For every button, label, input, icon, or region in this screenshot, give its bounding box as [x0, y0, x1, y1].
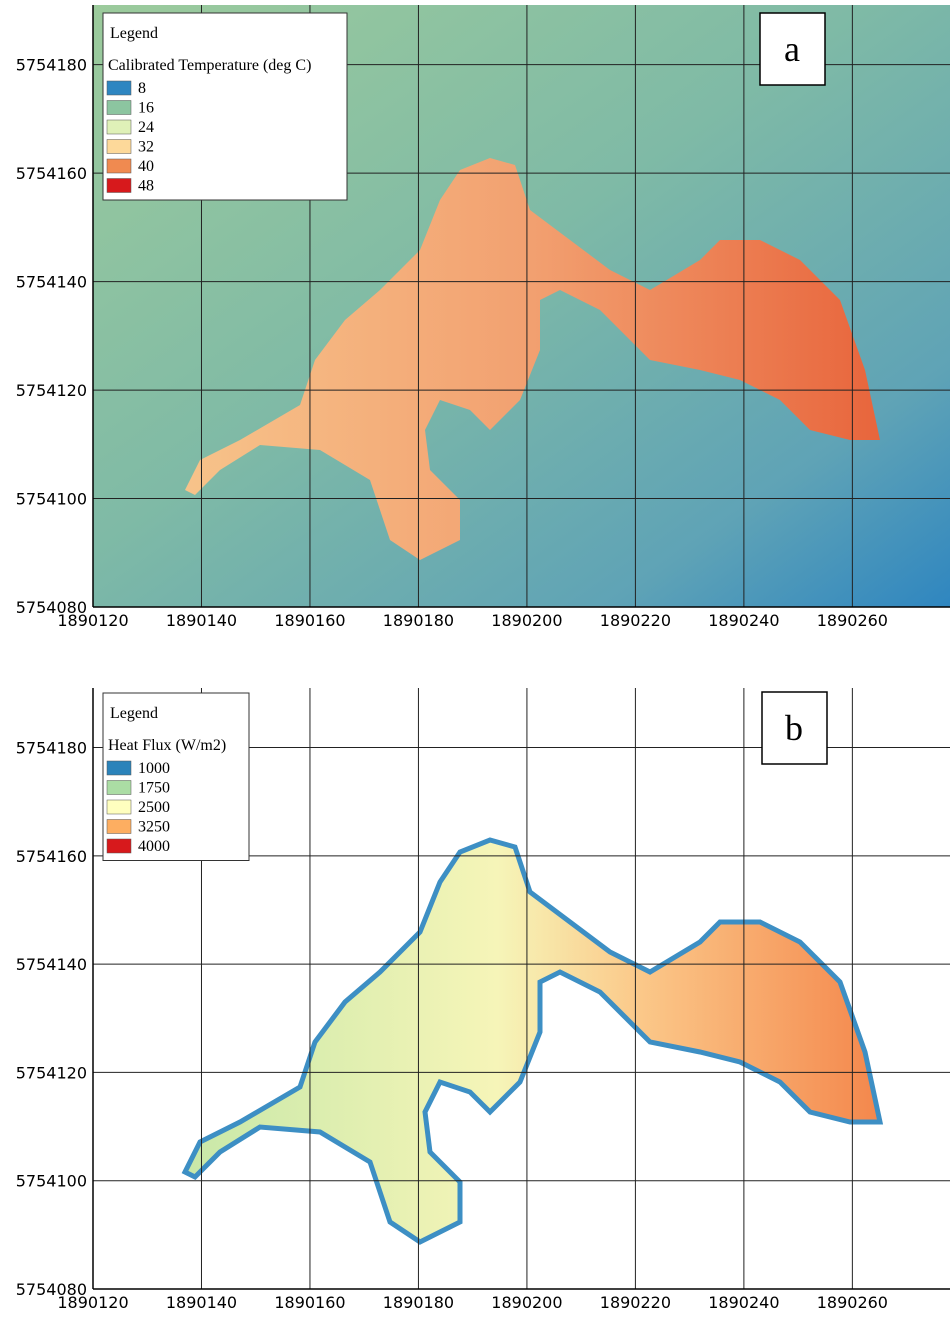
y-tick-label: 5754080	[16, 598, 87, 617]
legend-label: 40	[138, 158, 154, 175]
legend-swatch	[107, 81, 131, 95]
y-tick-label: 5754120	[16, 1063, 87, 1082]
map-figure: 1890120189014018901601890180189020018902…	[0, 0, 950, 1318]
legend-label: 4000	[138, 838, 170, 855]
panel-label: b	[785, 708, 803, 748]
y-tick-label: 5754100	[16, 1172, 87, 1191]
x-tick-label: 1890220	[600, 1293, 671, 1312]
y-tick-label: 5754140	[16, 273, 87, 292]
legend-heading: Legend	[110, 25, 158, 42]
legend-label: 2500	[138, 799, 170, 816]
y-tick-label: 5754120	[16, 381, 87, 400]
x-tick-label: 1890220	[600, 611, 671, 630]
y-tick-label: 5754180	[16, 739, 87, 758]
y-tick-label: 5754100	[16, 490, 87, 509]
legend-label: 1000	[138, 760, 170, 777]
legend-swatch	[107, 179, 131, 193]
legend-label: 24	[138, 119, 154, 136]
x-tick-label: 1890160	[274, 611, 345, 630]
x-tick-label: 1890180	[383, 1293, 454, 1312]
legend-swatch	[107, 820, 131, 834]
x-tick-label: 1890140	[166, 1293, 237, 1312]
y-tick-label: 5754180	[16, 56, 87, 75]
legend-swatch	[107, 120, 131, 134]
legend-label: 8	[138, 80, 146, 97]
x-tick-label: 1890260	[817, 611, 888, 630]
x-tick-label: 1890200	[491, 611, 562, 630]
x-tick-label: 1890200	[491, 1293, 562, 1312]
x-tick-label: 1890180	[383, 611, 454, 630]
x-tick-label: 1890240	[708, 1293, 779, 1312]
x-tick-label: 1890140	[166, 611, 237, 630]
y-tick-label: 5754160	[16, 847, 87, 866]
legend-label: 1750	[138, 780, 170, 797]
x-tick-label: 1890160	[274, 1293, 345, 1312]
legend-swatch	[107, 761, 131, 775]
legend-heading: Legend	[110, 705, 158, 722]
legend-swatch	[107, 800, 131, 814]
legend-swatch	[107, 140, 131, 154]
x-tick-label: 1890260	[817, 1293, 888, 1312]
legend-swatch	[107, 101, 131, 115]
y-tick-label: 5754140	[16, 955, 87, 974]
x-tick-label: 1890240	[708, 611, 779, 630]
legend-label: 48	[138, 178, 154, 195]
legend-title: Calibrated Temperature (deg C)	[108, 57, 311, 74]
legend-label: 3250	[138, 819, 170, 836]
legend-swatch	[107, 159, 131, 173]
legend-swatch	[107, 839, 131, 853]
y-tick-label: 5754080	[16, 1280, 87, 1299]
legend-label: 16	[138, 100, 154, 117]
legend-label: 32	[138, 139, 154, 156]
y-tick-label: 5754160	[16, 164, 87, 183]
legend-swatch	[107, 781, 131, 795]
legend-title: Heat Flux (W/m2)	[108, 737, 226, 754]
panel-label: a	[784, 29, 800, 69]
